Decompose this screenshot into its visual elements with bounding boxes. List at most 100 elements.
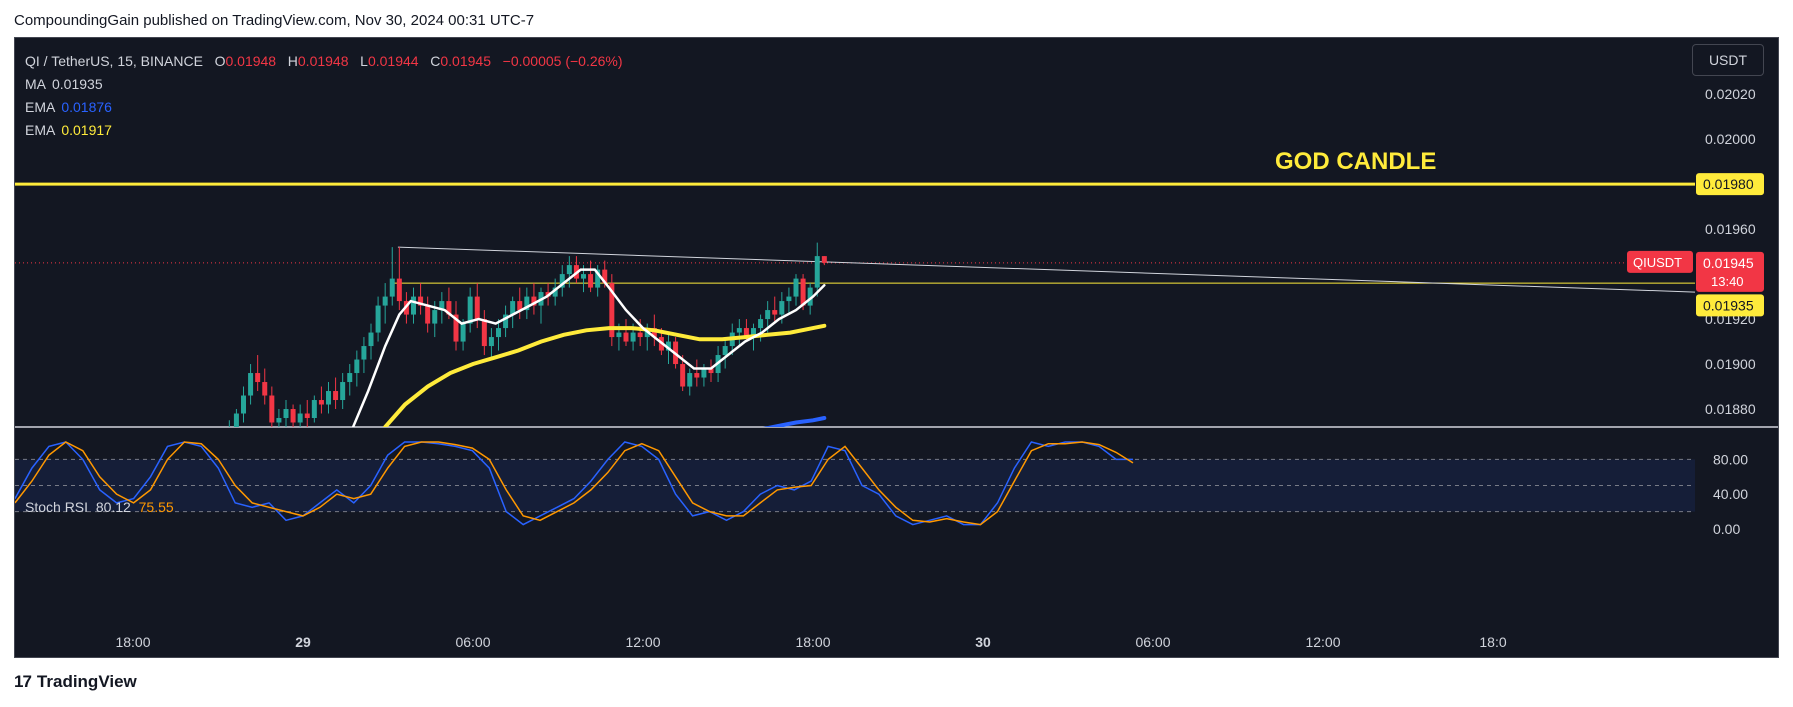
stoch-k-value: 80.12	[95, 499, 131, 515]
candle-body	[531, 296, 537, 306]
candle-body	[581, 274, 586, 279]
high-label: H	[287, 53, 298, 69]
tradingview-brand: TradingView	[36, 672, 137, 691]
candle-body	[524, 296, 530, 311]
candle-body	[736, 328, 742, 333]
time-tick-label: 06:00	[1135, 634, 1170, 650]
candle-body	[694, 373, 700, 378]
candle-body	[488, 337, 494, 347]
candle-body	[304, 413, 310, 419]
candle-body	[503, 314, 509, 329]
candle-body	[326, 391, 331, 405]
ma-price-label: 0.01935	[1703, 297, 1754, 313]
candle-body	[418, 296, 424, 306]
candle-body	[411, 296, 416, 315]
candle-body	[517, 301, 523, 311]
candle-body	[637, 332, 643, 338]
currency-button[interactable]: USDT	[1692, 44, 1764, 76]
low-value: 0.01944	[367, 53, 419, 69]
candle-body	[743, 328, 749, 338]
candle-body	[276, 418, 282, 423]
close-value: 0.01945	[440, 53, 491, 69]
candle-body	[340, 382, 346, 401]
candle-body	[248, 373, 254, 396]
candle-body	[460, 323, 466, 342]
low-label: L	[360, 53, 368, 69]
open-label: O	[214, 53, 226, 69]
symbol-price-tag: QIUSDT	[1633, 255, 1682, 270]
price-legend: QI / TetherUS, 15, BINANCE O0.01948 H0.0…	[25, 50, 623, 142]
change-value: −0.00005 (−0.26%)	[502, 53, 623, 69]
candle-body	[722, 346, 728, 356]
publish-line: CompoundingGain published on TradingView…	[14, 12, 535, 29]
last-price-label: 0.01945	[1703, 255, 1754, 271]
symbol-name[interactable]: QI / TetherUS, 15, BINANCE	[25, 53, 203, 69]
stoch-d-value: 75.55	[138, 499, 174, 515]
candle-body	[227, 427, 232, 436]
stoch-tick-label: 0.00	[1713, 521, 1740, 537]
candle-body	[666, 341, 671, 351]
candle-body	[262, 382, 268, 396]
price-tick-label: 0.01900	[1705, 356, 1756, 372]
candle-body	[566, 265, 572, 275]
candle-body	[439, 301, 445, 311]
candle-body	[375, 305, 381, 333]
symbol-price-tag-bg	[1627, 250, 1693, 273]
candle-body	[701, 368, 707, 378]
ema-yellow-label: EMA	[25, 122, 56, 138]
candle-body	[290, 409, 296, 423]
time-tick-label: 18:00	[795, 634, 830, 650]
ema-blue-line	[763, 416, 827, 427]
candle-body	[467, 296, 473, 324]
candle-body	[552, 287, 558, 297]
ema-yellow-value: 0.01917	[61, 122, 112, 138]
time-tick-label: 29	[295, 634, 311, 650]
ema-yellow-legend-row[interactable]: EMA 0.01917	[25, 119, 623, 142]
candle-body	[361, 346, 367, 360]
ema-yellow-line	[383, 323, 827, 427]
candle-body	[779, 301, 785, 315]
stoch-tick-label: 40.00	[1713, 486, 1748, 502]
ema-blue-legend-row[interactable]: EMA 0.01876	[25, 96, 623, 119]
candle-body	[807, 287, 813, 306]
candle-body	[283, 409, 289, 419]
candle-body	[680, 364, 686, 387]
chart-frame[interactable]: 0.020400.020200.020000.019800.019600.019…	[14, 37, 1779, 658]
candle-body	[446, 301, 452, 315]
candle-body	[559, 274, 565, 288]
candle-body	[595, 269, 601, 288]
candle-body	[814, 256, 820, 288]
last-price-label-bg	[1696, 251, 1764, 292]
candle-body	[354, 359, 360, 374]
close-label: C	[430, 53, 441, 69]
tradingview-mark-icon: 17	[14, 672, 32, 691]
candle-body	[772, 310, 778, 315]
candle-body	[241, 395, 246, 414]
candle-body	[255, 373, 261, 383]
candle-body	[368, 332, 374, 347]
price-tick-label: 0.01880	[1705, 401, 1756, 417]
time-tick-label: 12:00	[1305, 634, 1340, 650]
stoch-k-line	[15, 441, 1133, 526]
time-tick-label: 30	[975, 634, 991, 650]
ma-line	[351, 268, 826, 427]
chart-canvas[interactable]: 0.020400.020200.020000.019800.019600.019…	[15, 38, 1779, 658]
price-tick-label: 0.02020	[1705, 86, 1756, 102]
candle-body	[269, 395, 275, 423]
candle-body	[630, 332, 636, 342]
god-candle-annotation: GOD CANDLE	[1275, 148, 1436, 175]
stoch-rsi-legend[interactable]: Stoch RSI 80.12 75.55	[25, 499, 174, 515]
candle-body	[800, 278, 806, 306]
main-plot	[227, 242, 1695, 436]
ma-label: MA	[25, 76, 46, 92]
candle-body	[425, 305, 431, 324]
candle-body	[382, 296, 388, 306]
tradingview-logo[interactable]: 17 TradingView	[14, 672, 137, 692]
ma-value: 0.01935	[52, 76, 103, 92]
candle-body	[588, 274, 594, 288]
candle-body	[297, 413, 303, 423]
candle-body	[347, 373, 353, 383]
ma-legend-row[interactable]: MA 0.01935	[25, 73, 623, 96]
candle-body	[765, 310, 771, 320]
symbol-row: QI / TetherUS, 15, BINANCE O0.01948 H0.0…	[25, 50, 623, 73]
